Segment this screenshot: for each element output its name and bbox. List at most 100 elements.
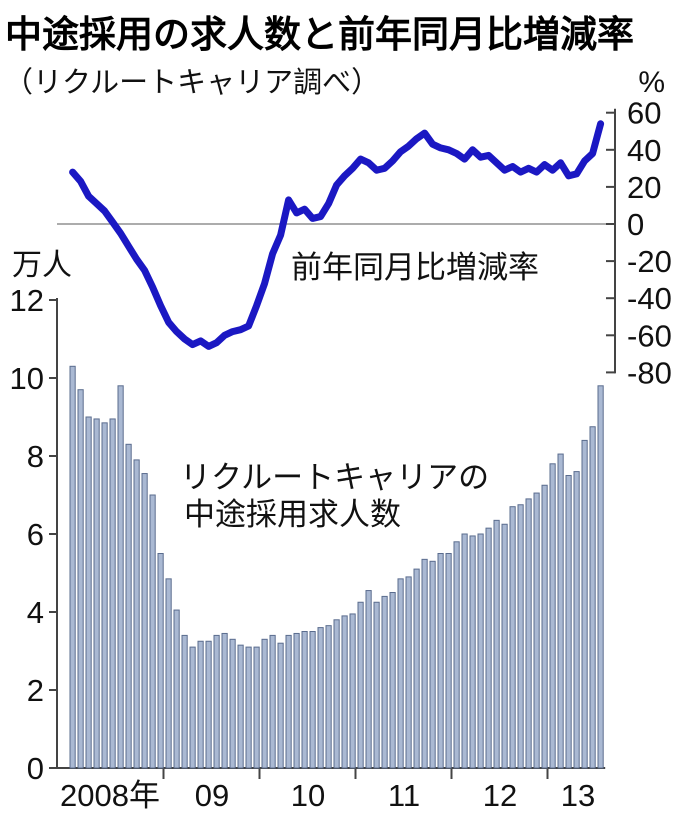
source-note: （リクルートキャリア調べ）	[4, 66, 380, 99]
yoy-line-group	[69, 120, 605, 350]
bar	[381, 595, 388, 769]
bar	[157, 553, 164, 769]
bar	[453, 541, 460, 769]
bar	[229, 638, 236, 769]
x-axis-year-label: 10	[291, 778, 325, 813]
left-axis-tick-label: 12	[10, 283, 44, 318]
x-axis-year-label: 13	[561, 778, 595, 813]
yoy-line	[69, 120, 605, 350]
left-axis-tick-label: 0	[27, 751, 44, 786]
bar	[285, 634, 292, 769]
right-axis-tick-label: 20	[627, 170, 661, 205]
bar	[357, 601, 364, 769]
bar	[69, 365, 76, 769]
bar	[429, 560, 436, 769]
bar	[125, 443, 132, 769]
bar	[517, 504, 524, 769]
right-axis-tick-label: -60	[627, 318, 672, 353]
left-axis-tick-label: 10	[10, 361, 44, 396]
bar	[501, 523, 508, 769]
bar	[237, 644, 244, 769]
bar	[213, 634, 220, 769]
bar	[509, 506, 516, 769]
bar	[117, 385, 124, 769]
bar	[85, 416, 92, 769]
bar-series-label-line1: リクルートキャリアの	[180, 460, 489, 495]
x-axis-year-label: 2008年	[60, 778, 160, 813]
bar	[317, 627, 324, 769]
right-axis-tick-label: -80	[627, 355, 672, 390]
bar	[373, 601, 380, 769]
bar	[549, 463, 556, 769]
bar	[149, 494, 156, 769]
bar	[277, 642, 284, 769]
bar	[325, 625, 332, 769]
bar	[109, 418, 116, 769]
right-axis-tick-label: 60	[627, 96, 661, 131]
line-series-label: 前年同月比増減率	[291, 250, 539, 285]
bar	[309, 631, 316, 769]
bar	[581, 439, 588, 769]
bar	[405, 576, 412, 769]
bar	[365, 590, 372, 769]
x-axis-year-label: 12	[483, 778, 517, 813]
bar	[141, 473, 148, 769]
bar	[173, 609, 180, 769]
bar	[397, 578, 404, 769]
bar	[165, 578, 172, 769]
left-axis-unit-label: 万人	[12, 249, 72, 282]
bar	[413, 568, 420, 769]
bar	[349, 613, 356, 769]
bar	[573, 471, 580, 769]
bar	[253, 646, 260, 769]
bar	[221, 632, 228, 769]
bar	[189, 646, 196, 769]
bar	[525, 498, 532, 769]
bar	[333, 619, 340, 769]
bar	[261, 638, 268, 769]
left-axis-tick-label: 2	[27, 673, 44, 708]
bar	[445, 553, 452, 769]
bar	[421, 558, 428, 769]
bar	[557, 453, 564, 769]
bar	[341, 615, 348, 769]
right-axis-tick-label: 40	[627, 133, 661, 168]
bar	[541, 484, 548, 769]
right-axis-tick-label: 0	[627, 207, 644, 242]
page-title: 中途採用の求人数と前年同月比増減率	[5, 13, 634, 55]
right-axis-tick-label: -40	[627, 281, 672, 316]
left-axis-tick-label: 4	[27, 595, 44, 630]
right-axis-unit-label: %	[638, 66, 665, 99]
bar	[493, 519, 500, 769]
left-axis-tick-label: 8	[27, 439, 44, 474]
x-axis-year-label: 09	[195, 778, 229, 813]
bar-series-label-line2: 中途採用求人数	[184, 497, 401, 532]
bar	[597, 385, 604, 769]
bar	[77, 389, 84, 769]
bar	[245, 646, 252, 769]
bars-group	[69, 365, 604, 769]
bar	[197, 640, 204, 769]
bar	[205, 640, 212, 769]
bar	[485, 527, 492, 769]
bar	[133, 459, 140, 769]
bar	[477, 533, 484, 769]
bar	[93, 418, 100, 769]
bar	[269, 634, 276, 769]
right-axis-tick-label: -20	[627, 244, 672, 279]
bar	[181, 634, 188, 769]
bar	[565, 475, 572, 769]
bar	[301, 631, 308, 769]
bar	[533, 492, 540, 769]
bar	[589, 426, 596, 769]
bar	[101, 422, 108, 769]
x-axis-year-label: 11	[388, 778, 420, 813]
bar	[389, 592, 396, 769]
bar	[461, 533, 468, 769]
bar	[293, 632, 300, 769]
left-axis-tick-label: 6	[27, 517, 44, 552]
bar	[469, 535, 476, 769]
